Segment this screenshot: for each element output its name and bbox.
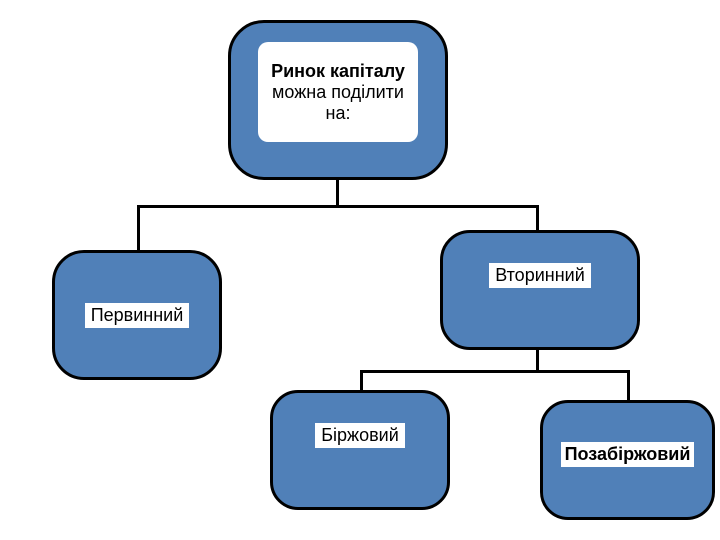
node-otc: Позабіржовий	[540, 400, 715, 520]
edge-segment	[336, 180, 339, 205]
node-root-label-3: на:	[326, 103, 351, 124]
node-primary: Первинний	[52, 250, 222, 380]
node-secondary: Вторинний	[440, 230, 640, 350]
node-root-label-2: можна поділити	[272, 82, 404, 103]
node-secondary-label: Вторинний	[489, 263, 591, 288]
node-primary-label: Первинний	[85, 303, 190, 328]
node-root: Ринок капіталу можна поділити на:	[228, 20, 448, 180]
node-root-inner: Ринок капіталу можна поділити на:	[258, 42, 418, 142]
edge-segment	[360, 370, 363, 390]
node-otc-label: Позабіржовий	[561, 442, 695, 467]
edge-segment	[360, 370, 630, 373]
edge-segment	[137, 205, 539, 208]
edge-segment	[137, 205, 140, 250]
node-exchange: Біржовий	[270, 390, 450, 510]
node-exchange-label: Біржовий	[315, 423, 405, 448]
node-root-label-1: Ринок капіталу	[271, 61, 405, 82]
edge-segment	[627, 370, 630, 400]
edge-segment	[536, 350, 539, 370]
edge-segment	[536, 205, 539, 230]
